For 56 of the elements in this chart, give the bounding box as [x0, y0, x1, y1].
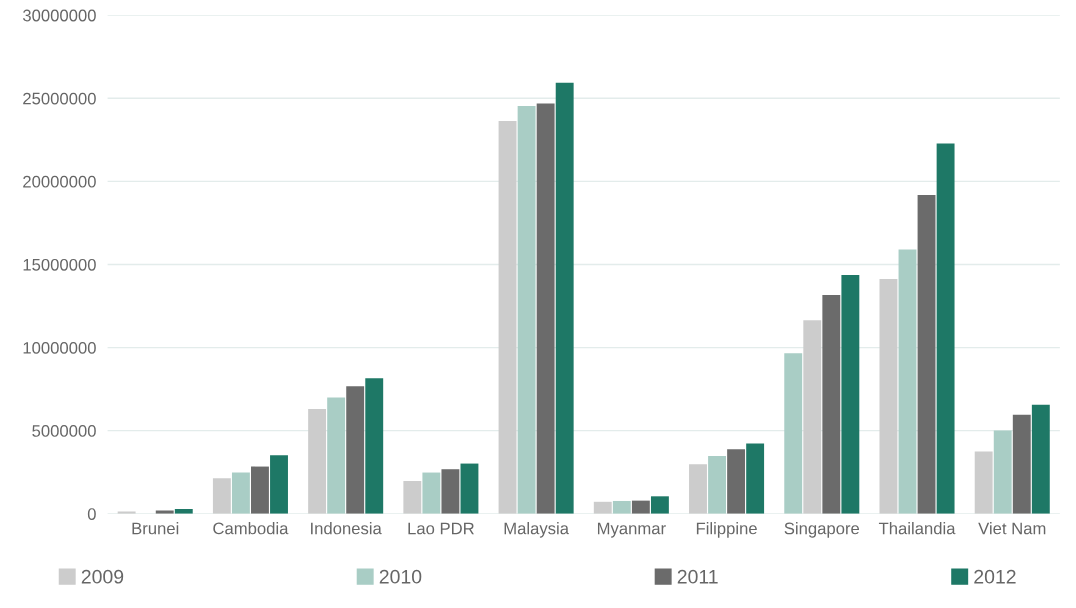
x-tick-label: Singapore	[784, 522, 860, 538]
bar	[727, 449, 746, 514]
y-tick-label: 25000000	[23, 92, 96, 105]
bar	[746, 443, 765, 514]
y-tick-label: 20000000	[23, 175, 96, 188]
bar	[251, 466, 269, 514]
bar	[898, 249, 917, 514]
bar	[403, 481, 422, 514]
y-tick-label: 0	[87, 508, 96, 520]
y-tick-label: 10000000	[23, 341, 96, 354]
bar	[1031, 404, 1050, 514]
bar	[517, 105, 536, 514]
bar	[231, 472, 250, 514]
x-tick-label: Lao PDR	[408, 522, 474, 535]
bar	[327, 397, 346, 514]
bar	[612, 500, 631, 514]
x-tick-label: Myanmar	[597, 522, 666, 538]
bar	[974, 451, 993, 514]
bar	[536, 103, 555, 514]
x-tick-label: Filippine	[696, 522, 757, 538]
x-tick-label: Viet Nam	[978, 522, 1046, 535]
bar	[365, 378, 384, 514]
x-tick-label: Malaysia	[504, 522, 569, 538]
bar	[460, 463, 479, 514]
y-tick-label: 30000000	[22, 9, 96, 22]
bar	[841, 275, 860, 514]
x-tick-label: Cambodia	[213, 522, 289, 535]
bar	[917, 195, 936, 514]
bar	[212, 478, 231, 514]
bar	[155, 510, 174, 514]
bar	[822, 295, 841, 514]
bar	[593, 501, 612, 514]
legend-label: 2009	[81, 569, 124, 584]
y-tick-label: 5000000	[32, 425, 96, 437]
bar	[441, 469, 460, 514]
bar	[1012, 414, 1031, 514]
bar	[270, 455, 288, 514]
bar	[936, 143, 955, 514]
bar	[631, 500, 650, 514]
bar	[308, 409, 327, 514]
bar	[879, 278, 898, 514]
x-tick-label: Brunei	[132, 522, 179, 535]
x-tick-label: Thailandia	[878, 522, 956, 535]
bar	[555, 82, 574, 514]
bar	[708, 455, 726, 514]
bar	[346, 386, 365, 514]
x-tick-label: Indonesia	[311, 522, 382, 535]
bar	[422, 472, 441, 514]
legend-label: 2012	[974, 569, 1016, 584]
bar	[650, 496, 669, 514]
legend-label: 2010	[379, 569, 422, 584]
bar	[498, 121, 517, 514]
legend-label: 2011	[677, 569, 718, 584]
bar	[689, 464, 707, 514]
y-tick-label: 15000000	[23, 258, 96, 271]
bar	[993, 430, 1012, 514]
